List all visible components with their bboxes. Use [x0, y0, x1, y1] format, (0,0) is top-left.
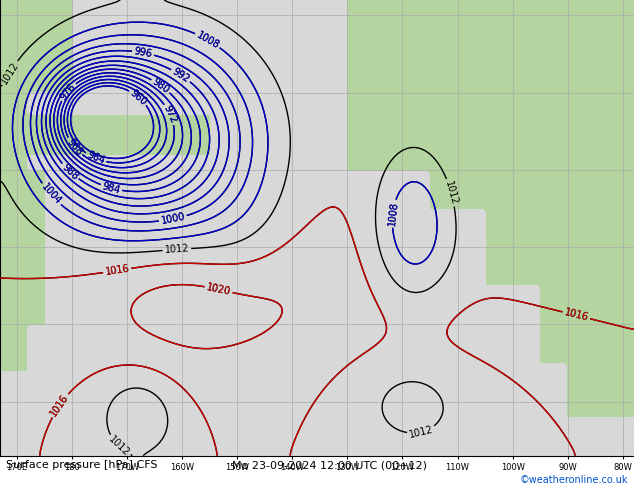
Text: 1000: 1000 — [160, 212, 186, 226]
Text: Surface pressure [hPa] CFS: Surface pressure [hPa] CFS — [6, 461, 158, 470]
Text: 1016: 1016 — [105, 264, 130, 277]
Text: 964: 964 — [86, 150, 106, 167]
Text: 996: 996 — [133, 46, 153, 59]
Text: 988: 988 — [60, 162, 81, 181]
Text: 972: 972 — [162, 104, 178, 125]
Text: 960: 960 — [128, 88, 148, 107]
Text: 1012: 1012 — [408, 424, 434, 440]
Text: 1012: 1012 — [443, 179, 459, 206]
Text: 1012: 1012 — [164, 244, 190, 255]
Text: 1008: 1008 — [387, 201, 399, 226]
Text: 1020: 1020 — [205, 282, 231, 297]
Text: 964: 964 — [86, 150, 106, 167]
Text: 996: 996 — [133, 46, 153, 59]
Text: 984: 984 — [101, 181, 122, 196]
Text: 1020: 1020 — [205, 282, 231, 297]
Text: 968: 968 — [65, 137, 84, 157]
Text: 1008: 1008 — [195, 29, 221, 50]
Text: 984: 984 — [101, 181, 122, 196]
Text: 1004: 1004 — [39, 182, 63, 207]
Text: 1008: 1008 — [195, 29, 221, 50]
Text: 972: 972 — [162, 104, 178, 125]
Text: 976: 976 — [58, 81, 77, 102]
Text: 992: 992 — [171, 66, 191, 84]
Text: 1004: 1004 — [39, 182, 63, 207]
Text: 988: 988 — [60, 162, 81, 181]
Text: 968: 968 — [65, 137, 84, 157]
Text: 1016: 1016 — [49, 392, 70, 418]
Text: 960: 960 — [128, 88, 148, 107]
Text: 976: 976 — [58, 81, 77, 102]
Text: 992: 992 — [171, 66, 191, 84]
Text: 1016: 1016 — [49, 392, 70, 418]
Text: 1000: 1000 — [160, 212, 186, 226]
Text: Mo 23-09-2024 12:00 UTC (00+12): Mo 23-09-2024 12:00 UTC (00+12) — [232, 461, 427, 470]
Text: 1016: 1016 — [563, 308, 590, 323]
Text: 980: 980 — [150, 76, 171, 95]
Text: 980: 980 — [150, 76, 171, 95]
Text: 1012: 1012 — [0, 60, 21, 86]
Text: 1016: 1016 — [105, 264, 130, 277]
Text: 1008: 1008 — [387, 201, 399, 226]
Text: ©weatheronline.co.uk: ©weatheronline.co.uk — [519, 475, 628, 485]
Text: 1016: 1016 — [563, 308, 590, 323]
Text: 1012: 1012 — [107, 434, 132, 458]
